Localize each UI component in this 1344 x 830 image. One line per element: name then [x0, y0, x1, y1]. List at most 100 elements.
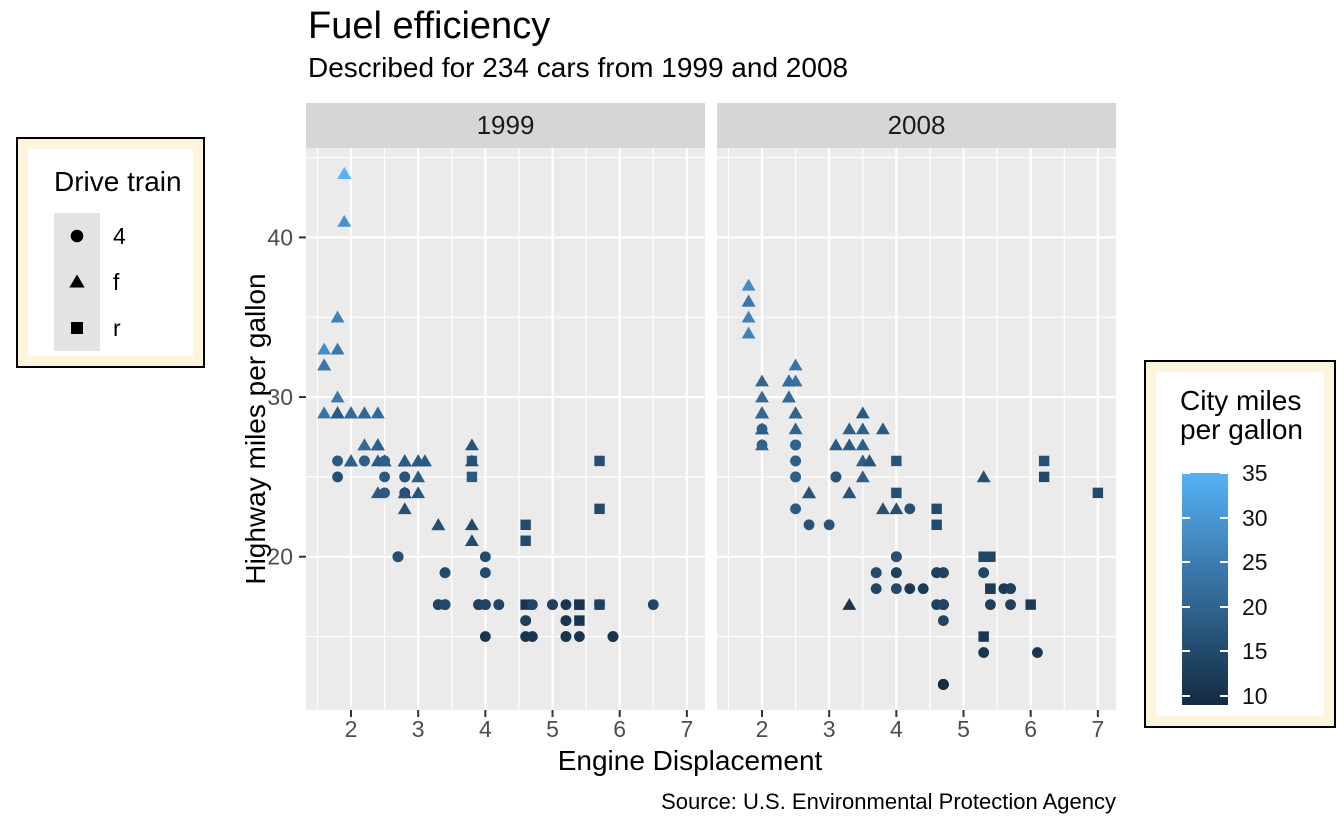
data-point	[466, 471, 478, 483]
colorbar-tick-label: 35	[1242, 460, 1268, 486]
data-point	[931, 503, 942, 515]
data-point	[573, 631, 585, 642]
data-point	[439, 599, 451, 611]
data-point	[479, 551, 491, 563]
facet-strip-2008: 2008	[717, 103, 1116, 148]
data-point	[917, 583, 929, 595]
data-point	[862, 454, 877, 467]
data-point	[344, 406, 358, 419]
data-point	[978, 551, 989, 562]
colorbar-tick	[1182, 650, 1190, 653]
data-point	[560, 631, 572, 642]
data-point	[842, 486, 857, 499]
circle-icon	[70, 229, 84, 243]
data-point	[937, 615, 949, 626]
data-point	[594, 455, 605, 467]
data-point	[1005, 599, 1016, 611]
data-point	[870, 567, 882, 579]
data-point	[876, 502, 890, 515]
data-point	[976, 470, 991, 483]
data-point	[520, 615, 532, 626]
data-point	[332, 455, 343, 467]
data-point	[560, 599, 572, 611]
data-point	[1032, 647, 1043, 658]
data-point	[397, 454, 412, 467]
data-point	[526, 599, 538, 611]
x-tick-label: 2	[345, 716, 358, 742]
data-point	[1038, 455, 1050, 467]
colorbar-tick-label: 20	[1242, 593, 1268, 620]
data-point	[755, 422, 769, 435]
legend-key-f	[54, 259, 100, 305]
legend-key-label-f: f	[113, 268, 120, 295]
data-point	[978, 567, 990, 579]
data-point	[985, 583, 996, 594]
drive-train-legend: Drive train 4 f r	[16, 137, 205, 368]
data-point	[876, 422, 890, 435]
data-point	[574, 615, 585, 626]
data-point	[465, 454, 479, 467]
data-point	[607, 631, 619, 642]
data-point	[790, 503, 801, 515]
colorbar-tick	[1182, 472, 1190, 474]
data-point	[855, 438, 870, 451]
data-point	[431, 518, 446, 531]
legend-key-label-4: 4	[113, 222, 126, 249]
x-tick-label: 5	[957, 716, 970, 742]
drive-train-legend-title: Drive train	[54, 166, 182, 197]
data-point	[493, 599, 505, 611]
data-point	[411, 454, 426, 467]
data-point	[397, 486, 412, 499]
data-point	[479, 631, 491, 642]
data-point	[357, 406, 372, 419]
data-point	[357, 438, 372, 451]
data-point	[317, 358, 332, 371]
data-point	[855, 406, 870, 419]
y-tick-label: 20	[267, 544, 293, 570]
data-point	[978, 647, 990, 658]
data-point	[937, 679, 949, 690]
facet-strip-label: 2008	[887, 110, 946, 140]
panel-2008	[717, 148, 1116, 710]
data-point	[790, 471, 801, 483]
data-point	[855, 470, 870, 483]
facet-strip-label: 1999	[476, 110, 535, 140]
data-point	[931, 519, 942, 530]
data-point	[755, 438, 769, 451]
colorbar-tick	[1220, 561, 1228, 564]
drive-train-legend-inner: Drive train 4 f r	[28, 149, 193, 356]
data-point	[984, 599, 996, 611]
panel-1999	[306, 148, 705, 710]
data-point	[890, 551, 902, 563]
data-point	[330, 342, 345, 355]
data-point	[788, 358, 803, 371]
data-point	[411, 486, 426, 499]
x-tick-label: 3	[412, 716, 425, 742]
data-point	[337, 166, 352, 179]
data-point	[741, 326, 756, 339]
data-point	[520, 535, 531, 546]
data-point	[520, 599, 531, 610]
data-point	[842, 438, 857, 451]
colorbar-tick	[1220, 605, 1228, 608]
data-point	[479, 599, 491, 611]
data-point	[842, 598, 857, 610]
data-point	[937, 599, 949, 611]
data-point	[904, 503, 916, 515]
data-point	[823, 519, 835, 531]
data-point	[904, 583, 916, 595]
colorbar-tick-label: 15	[1242, 638, 1268, 665]
data-point	[790, 439, 801, 451]
data-point	[359, 455, 370, 467]
colorbar-tick	[1220, 650, 1228, 653]
colorbar-tick	[1182, 516, 1190, 519]
data-point	[1005, 583, 1016, 595]
data-point	[985, 551, 996, 562]
data-point	[547, 599, 558, 611]
data-point	[370, 406, 385, 419]
data-point	[755, 374, 769, 387]
data-point	[889, 502, 904, 515]
plot-subtitle: Described for 234 cars from 1999 and 200…	[308, 52, 849, 83]
data-point	[560, 615, 572, 626]
